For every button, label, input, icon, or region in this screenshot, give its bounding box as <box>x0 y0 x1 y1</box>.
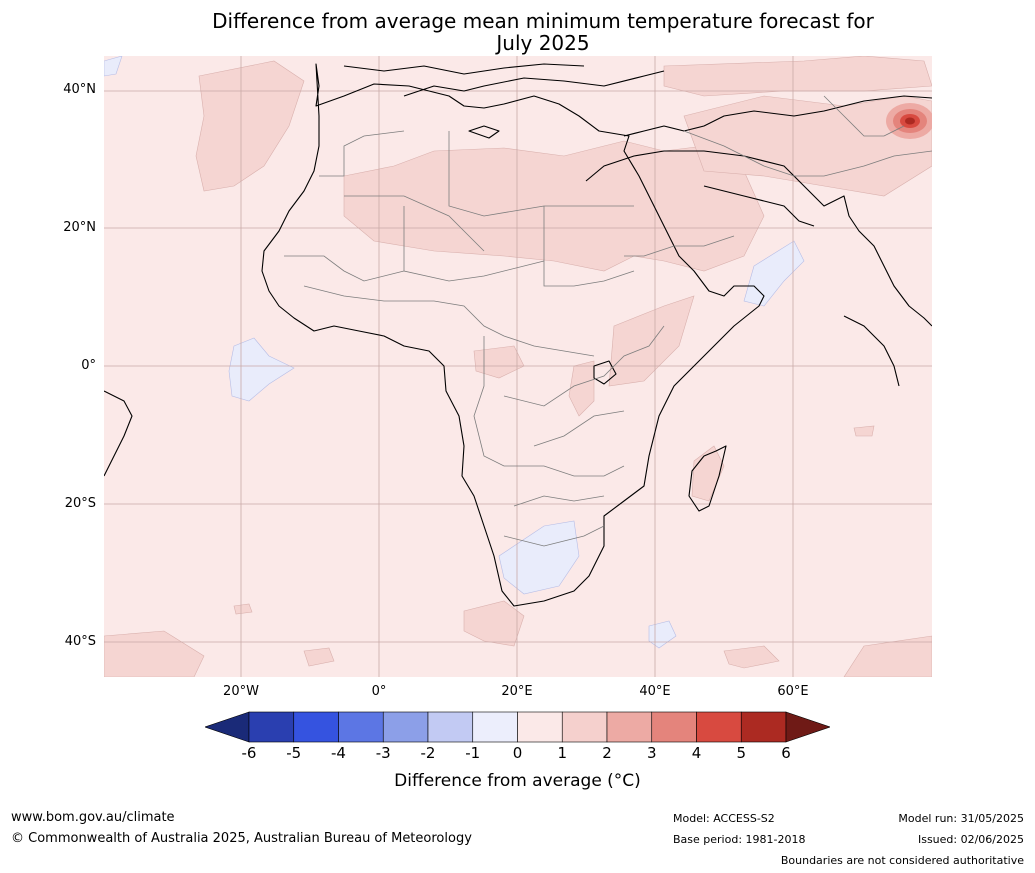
colorbar-extend-low <box>205 711 250 743</box>
colorbar-bin <box>651 711 697 743</box>
country-borders <box>284 95 932 547</box>
map-title: Difference from average mean minimum tem… <box>0 10 1035 54</box>
colorbar-tick-label: 5 <box>736 744 747 762</box>
colorbar-tick-label: -2 <box>420 744 436 762</box>
footer-model: Model: ACCESS-S2 <box>673 812 775 825</box>
colorbar-bin <box>293 711 339 743</box>
anomaly-hotspot <box>886 103 932 139</box>
lon-label-20e: 20°E <box>501 684 533 699</box>
colorbar-tick-label: 4 <box>691 744 702 762</box>
colorbar-bin <box>338 711 384 743</box>
footer-model-run: Model run: 31/05/2025 <box>898 812 1024 825</box>
footer-url: www.bom.gov.au/climate <box>11 810 175 825</box>
lat-label-20s: 20°S <box>64 496 96 511</box>
lon-label-0: 0° <box>371 684 387 699</box>
colorbar-tick-label: 6 <box>781 744 791 762</box>
lon-label-60e: 60°E <box>777 684 809 699</box>
colorbar-tick-label: -5 <box>286 744 302 762</box>
colorbar-bin <box>427 711 474 743</box>
footer-copyright: © Commonwealth of Australia 2025, Austra… <box>11 831 472 846</box>
colorbar-tick-label: -3 <box>375 744 391 762</box>
title-line-1: Difference from average mean minimum tem… <box>212 9 874 33</box>
lat-label-40s: 40°S <box>64 634 96 649</box>
lon-label-40e: 40°E <box>639 684 671 699</box>
anomaly-minus1-to-0-regions <box>104 56 805 649</box>
colorbar-bin <box>696 711 742 743</box>
colorbar-bin <box>382 711 429 743</box>
colorbar-tick-label: -6 <box>241 744 257 762</box>
lat-label-20n: 20°N <box>63 220 96 235</box>
colorbar-bin <box>517 711 563 743</box>
lon-label-20w: 20°W <box>223 684 259 699</box>
colorbar-bin <box>740 711 787 743</box>
colorbar-tick-label: -1 <box>465 744 481 762</box>
colorbar <box>205 711 830 743</box>
graticule <box>104 56 932 677</box>
coastlines <box>104 63 932 607</box>
lat-label-0: 0° <box>81 358 96 373</box>
colorbar-bin <box>561 711 608 743</box>
title-line-2: July 2025 <box>496 31 590 55</box>
colorbar-bin <box>248 711 295 743</box>
colorbar-bin <box>472 711 518 743</box>
colorbar-tick-label: 3 <box>646 744 657 762</box>
footer-disclaimer: Boundaries are not considered authoritat… <box>780 854 1024 867</box>
footer-base-period: Base period: 1981-2018 <box>673 833 806 846</box>
map-panel <box>104 56 932 677</box>
lat-label-40n: 40°N <box>63 82 96 97</box>
footer-issued: Issued: 02/06/2025 <box>917 833 1024 846</box>
colorbar-label: Difference from average (°C) <box>394 771 641 791</box>
colorbar-tick-label: 2 <box>602 744 612 762</box>
colorbar-tick-label: -4 <box>331 744 346 762</box>
colorbar-tick-label: 0 <box>512 744 523 762</box>
colorbar-bin <box>606 711 653 743</box>
colorbar-tick-label: 1 <box>557 744 568 762</box>
colorbar-extend-high <box>785 711 830 743</box>
map-svg <box>104 56 932 677</box>
